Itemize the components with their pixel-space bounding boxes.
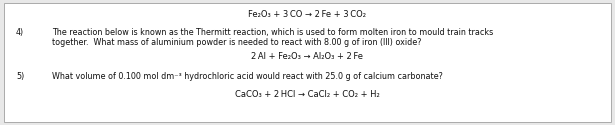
Text: What volume of 0.100 mol dm⁻³ hydrochloric acid would react with 25.0 g of calci: What volume of 0.100 mol dm⁻³ hydrochlor… xyxy=(52,72,443,81)
FancyBboxPatch shape xyxy=(4,3,611,122)
Text: 5): 5) xyxy=(16,72,24,81)
Text: The reaction below is known as the Thermitt reaction, which is used to form molt: The reaction below is known as the Therm… xyxy=(52,28,493,37)
Text: CaCO₃ + 2 HCl → CaCl₂ + CO₂ + H₂: CaCO₃ + 2 HCl → CaCl₂ + CO₂ + H₂ xyxy=(235,90,379,99)
Text: 2 Al + Fe₂O₃ → Al₂O₃ + 2 Fe: 2 Al + Fe₂O₃ → Al₂O₃ + 2 Fe xyxy=(251,52,363,61)
Text: 4): 4) xyxy=(16,28,24,37)
Text: Fe₂O₃ + 3 CO → 2 Fe + 3 CO₂: Fe₂O₃ + 3 CO → 2 Fe + 3 CO₂ xyxy=(248,10,366,19)
Text: together.  What mass of aluminium powder is needed to react with 8.00 g of iron : together. What mass of aluminium powder … xyxy=(52,38,421,47)
